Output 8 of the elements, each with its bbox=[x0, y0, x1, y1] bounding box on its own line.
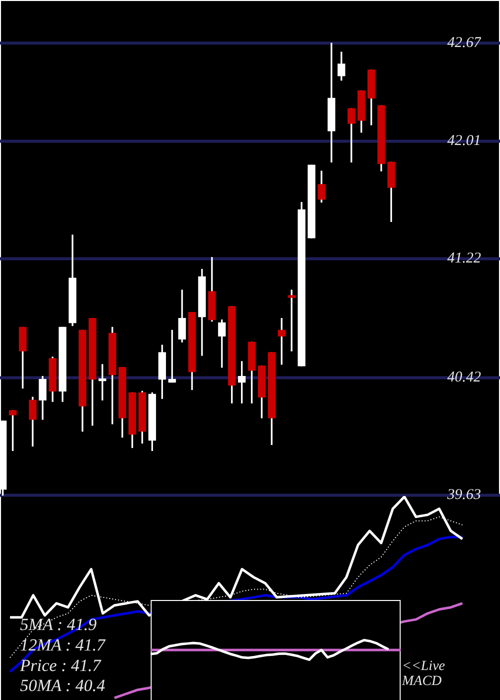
annotation: 50MA : 40.4 bbox=[20, 676, 106, 696]
y-tick-label: 40.42 bbox=[447, 370, 482, 386]
annotation: <<Live bbox=[402, 659, 445, 674]
y-tick-label: 42.01 bbox=[447, 133, 481, 150]
y-tick-label: 41.22 bbox=[447, 250, 482, 267]
y-tick-label: 39.63 bbox=[446, 487, 481, 504]
annotation: Price : 41.7 bbox=[19, 656, 102, 675]
annotation: MACD bbox=[401, 674, 442, 689]
